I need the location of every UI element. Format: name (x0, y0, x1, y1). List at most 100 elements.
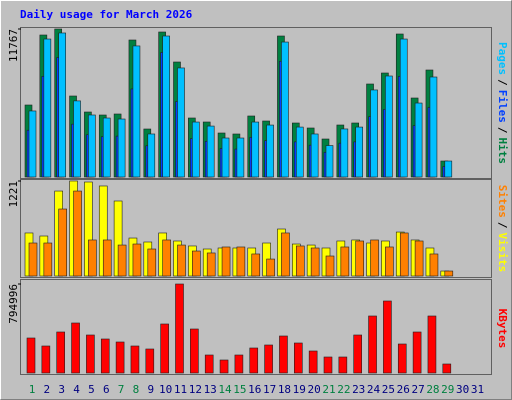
bar (295, 245, 305, 277)
x-tick-label: 27 (411, 383, 424, 396)
x-tick-label: 6 (103, 383, 110, 396)
x-tick-label: 15 (233, 383, 246, 396)
bar (340, 246, 350, 277)
bar (325, 255, 335, 277)
x-tick-label: 11 (174, 383, 187, 396)
bar (442, 363, 452, 374)
bar (58, 32, 67, 178)
legend-separator: / (496, 222, 509, 229)
bar (221, 137, 230, 178)
bar (412, 331, 422, 374)
bar (117, 244, 127, 277)
x-tick-label: 29 (441, 383, 454, 396)
bar (427, 315, 437, 374)
x-tick-label: 7 (118, 383, 125, 396)
bar (370, 89, 378, 178)
bar (132, 45, 141, 178)
legend: KBytes (496, 309, 509, 349)
bar (429, 76, 438, 178)
bar (219, 359, 229, 374)
bar (325, 145, 334, 178)
bar (370, 239, 379, 277)
x-tick-label: 13 (204, 383, 217, 396)
bar (43, 242, 53, 277)
bar (160, 323, 169, 374)
x-tick-label: 3 (58, 383, 65, 396)
x-tick-label: 22 (337, 383, 350, 396)
x-tick-label: 8 (133, 383, 140, 396)
bar (281, 41, 289, 178)
x-tick-label: 1 (29, 383, 36, 396)
bar (385, 246, 394, 277)
bar (281, 232, 290, 277)
bar (71, 322, 80, 374)
bar (251, 253, 261, 277)
bar (414, 102, 423, 178)
bar (251, 121, 260, 178)
x-tick-label: 21 (322, 383, 335, 396)
x-tick-label: 16 (248, 383, 261, 396)
bar (147, 133, 156, 178)
bar (204, 354, 214, 374)
bar (162, 239, 171, 277)
bar (88, 239, 97, 277)
panel-frame (20, 27, 492, 179)
bar (266, 124, 274, 178)
bar (192, 121, 200, 178)
bar (117, 118, 126, 178)
bar (310, 247, 320, 277)
x-tick-label: 18 (278, 383, 291, 396)
x-tick-label: 4 (73, 383, 80, 396)
bar (429, 253, 439, 277)
legend-entry: KBytes (496, 309, 509, 349)
x-tick-label: 2 (44, 383, 51, 396)
bar (414, 240, 424, 277)
bar (147, 248, 157, 277)
bar (115, 341, 125, 374)
bar (206, 125, 215, 178)
bar (444, 160, 453, 178)
bar (234, 354, 244, 374)
bar (132, 243, 142, 277)
bar (308, 350, 318, 374)
legend-entry: Hits (496, 138, 509, 165)
bar (177, 244, 186, 277)
bar (353, 334, 363, 374)
bar (73, 190, 82, 277)
x-tick-label: 25 (382, 383, 395, 396)
x-tick-label: 5 (88, 383, 95, 396)
bar (397, 343, 407, 374)
bar (264, 344, 273, 374)
panel-frame (20, 179, 492, 278)
bar (86, 334, 95, 374)
x-tick-label: 26 (397, 383, 410, 396)
x-tick-label: 20 (308, 383, 321, 396)
bar (340, 128, 349, 178)
legend-separator: / (496, 127, 509, 134)
bar (162, 35, 170, 178)
bar (206, 252, 216, 277)
bar (102, 117, 111, 178)
bar (236, 137, 245, 178)
bar (28, 110, 37, 178)
bar (310, 133, 319, 178)
bar (295, 126, 304, 178)
bar (221, 246, 231, 277)
y-tick-label: 11767 (7, 29, 20, 62)
bar (100, 338, 110, 374)
bar (383, 300, 392, 374)
x-tick-label: 17 (263, 383, 276, 396)
x-tick-label: 9 (147, 383, 154, 396)
bar (56, 331, 66, 374)
bar (192, 250, 201, 277)
bar (43, 38, 52, 178)
bar (102, 239, 112, 277)
bar (355, 240, 365, 277)
x-tick-label: 31 (471, 383, 484, 396)
bar (338, 356, 348, 374)
legend-entry: Files (496, 90, 509, 123)
bar (444, 270, 454, 277)
y-tick-label: 794996 (7, 284, 20, 324)
bar (249, 347, 259, 374)
